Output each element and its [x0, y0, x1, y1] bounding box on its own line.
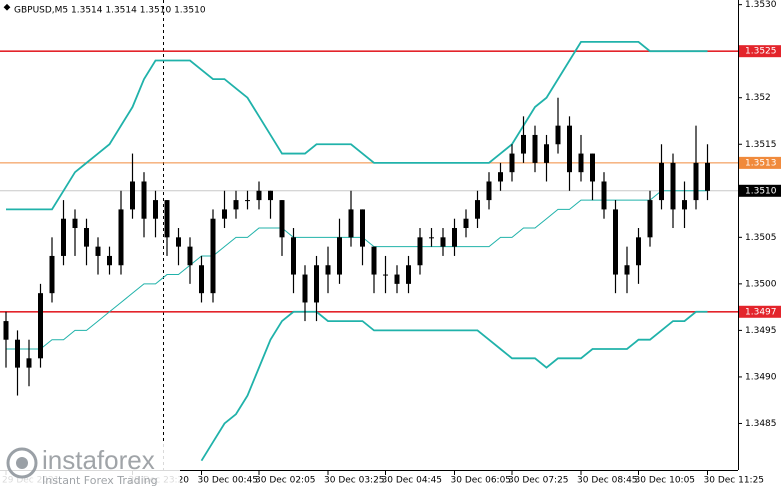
candle-body: [49, 255, 55, 294]
candle-body: [95, 246, 101, 256]
x-tick-label: 30 Dec 08:45: [577, 476, 638, 486]
candle-body: [521, 134, 526, 154]
candle-body: [463, 218, 469, 229]
candle-body: [15, 339, 20, 368]
candle-body: [452, 228, 457, 247]
candle-body: [544, 144, 549, 163]
candle-body: [636, 237, 641, 266]
candle-body: [360, 209, 365, 247]
candle-body: [567, 125, 572, 173]
candle-body: [394, 274, 400, 284]
candle-body: [647, 200, 653, 238]
x-tick-label: 30 Dec 10:05: [635, 476, 696, 486]
logo-icon: [6, 447, 38, 479]
candle-body: [199, 265, 204, 294]
candle-body: [268, 190, 273, 201]
candle-body: [176, 237, 181, 247]
candle-body: [222, 209, 227, 219]
candle-body: [118, 209, 124, 266]
candle-body: [337, 237, 342, 275]
candle-body: [406, 265, 411, 284]
candle-body: [682, 200, 687, 210]
plot-area: [0, 40, 738, 462]
candle-body: [325, 265, 331, 275]
candle-body: [72, 218, 78, 229]
price-level-box: [739, 156, 781, 169]
candle-body: [498, 172, 503, 182]
candle-body: [705, 162, 710, 191]
logo-name: instaforex: [42, 445, 155, 475]
logo-tagline: Instant Forex Trading: [42, 474, 158, 487]
candle-body: [670, 162, 676, 210]
candle-body: [279, 200, 285, 238]
candle-body: [3, 321, 9, 340]
candle-body: [440, 237, 446, 247]
candle-body: [256, 190, 262, 201]
indicator-line: [6, 40, 708, 211]
x-tick-label: 30 Dec 07:25: [508, 476, 569, 486]
candle-body: [302, 274, 308, 303]
price-level-box: [739, 184, 781, 197]
x-tick-label: 30 Dec 02:05: [255, 476, 316, 486]
candle-body: [624, 265, 630, 275]
candle-body: [26, 358, 32, 368]
price-level-box: [739, 305, 781, 318]
candle-body: [245, 200, 250, 202]
candle-body: [153, 200, 158, 219]
y-tick-label: 1.3530: [745, 0, 777, 10]
y-tick-label: 1.3515: [745, 140, 777, 150]
candle-body: [486, 181, 492, 201]
indicator-line: [200, 310, 708, 462]
candle-body: [291, 237, 296, 275]
x-tick-label: 30 Dec 11:25: [704, 476, 765, 486]
candle-body: [314, 265, 319, 303]
candle-body: [601, 181, 607, 210]
candle-body: [348, 209, 354, 238]
y-tick-label: 1.3505: [745, 233, 777, 243]
candle-body: [371, 246, 377, 275]
x-tick-label: 30 Dec 00:45: [198, 476, 259, 486]
y-tick-label: 1.3495: [745, 326, 777, 336]
price-level-label: 1.3513: [745, 158, 777, 168]
candle-body: [693, 162, 699, 201]
candle-body: [187, 246, 193, 266]
chart-title: GBPUSD,M5 1.3514 1.3514 1.3510 1.3510: [14, 6, 206, 16]
candle-body: [417, 237, 423, 266]
candle-body: [164, 200, 170, 238]
candle-body: [555, 125, 561, 145]
candle-body: [130, 181, 135, 210]
candle-body: [233, 200, 239, 210]
price-level-label: 1.3525: [745, 47, 777, 57]
price-level-label: 1.3497: [745, 307, 777, 317]
candle-body: [659, 162, 664, 201]
candle-body: [210, 218, 216, 294]
candle-body: [509, 153, 515, 173]
indicator-line: [6, 190, 708, 350]
price-level-label: 1.3510: [745, 186, 777, 196]
candle-body: [475, 200, 480, 219]
candle-body: [383, 274, 388, 276]
candle-body: [590, 153, 595, 182]
candle-body: [429, 237, 434, 239]
candle-body: [84, 228, 89, 247]
candle-body: [578, 153, 584, 173]
candle-body: [141, 181, 147, 219]
x-tick-label: 30 Dec 03:25: [324, 476, 385, 486]
y-tick-label: 1.3500: [745, 279, 777, 289]
candle-body: [532, 134, 538, 163]
candle-body: [613, 209, 618, 275]
x-tick-label: 30 Dec 04:45: [382, 476, 443, 486]
logo: instaforex Instant Forex Trading: [0, 444, 180, 489]
candle-body: [107, 255, 112, 266]
logo-icon-core: [16, 457, 28, 469]
candle-body: [38, 293, 43, 359]
y-tick-label: 1.3490: [745, 372, 777, 382]
y-tick-label: 1.3485: [745, 419, 777, 429]
candle-body: [61, 218, 66, 256]
price-level-box: [739, 45, 781, 58]
y-tick-label: 1.352: [745, 93, 771, 103]
x-tick-label: 30 Dec 06:05: [451, 476, 512, 486]
